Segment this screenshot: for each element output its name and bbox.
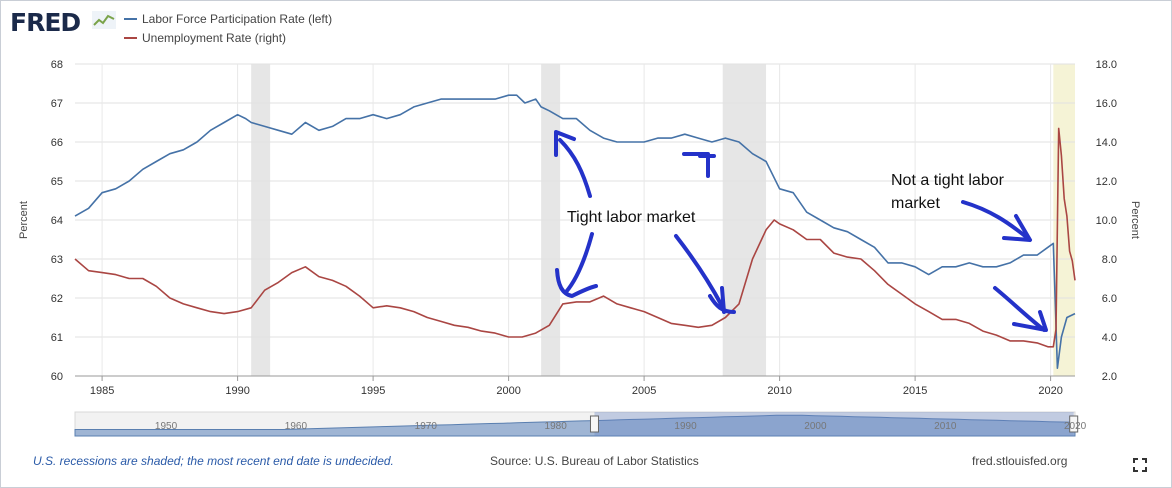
navigator-label: 2000 [804, 421, 827, 432]
y-right-tick-label: 10.0 [1096, 215, 1117, 227]
fred-logo[interactable]: FRED [10, 8, 81, 37]
legend-label-unrate: Unemployment Rate (right) [142, 31, 287, 45]
legend-item-unrate[interactable]: Unemployment Rate (right) [124, 31, 286, 45]
y-right-tick-label: 14.0 [1096, 137, 1117, 149]
fred-logo-chart-icon [92, 11, 116, 29]
y-right-tick-label: 12.0 [1096, 176, 1117, 188]
x-tick-label: 2015 [903, 385, 927, 397]
y-right-tick-label: 18.0 [1096, 59, 1117, 71]
navigator-label: 1990 [674, 421, 697, 432]
x-tick-label: 1995 [361, 385, 385, 397]
y-right-tick-label: 2.0 [1102, 371, 1117, 383]
y-left-tick-label: 61 [51, 332, 63, 344]
y-right-tick-label: 4.0 [1102, 332, 1117, 344]
annotation-not-tight-line2: market [891, 195, 940, 212]
y-left-axis-label: Percent [18, 201, 30, 239]
navigator-label: 1950 [155, 421, 178, 432]
x-tick-label: 2010 [767, 385, 791, 397]
annotation-arrow-6 [993, 286, 1048, 332]
x-tick-label: 1985 [90, 385, 114, 397]
y-right-tick-label: 16.0 [1096, 98, 1117, 110]
series-line-unrate[interactable] [74, 127, 1076, 348]
legend-swatch-unrate [124, 37, 137, 39]
annotation-arrow-2 [555, 232, 598, 298]
navigator-label: 2010 [934, 421, 957, 432]
y-left-tick-label: 60 [51, 371, 63, 383]
y-left-tick-label: 62 [51, 293, 63, 305]
annotation-not-tight-line1: Not a tight labor [891, 172, 1004, 189]
y-left-tick-label: 64 [51, 215, 63, 227]
y-left-tick-label: 67 [51, 98, 63, 110]
fred-url-link[interactable]: fred.stlouisfed.org [972, 454, 1068, 468]
annotation-arrow-1 [554, 130, 592, 198]
navigator-label: 2020 [1064, 421, 1087, 432]
annotation-arrow-3 [682, 152, 716, 178]
recession-note: U.S. recessions are shaded; the most rec… [33, 454, 394, 468]
series-line-lfpr[interactable] [74, 94, 1076, 370]
navigator-label: 1970 [415, 421, 438, 432]
source-text: Source: U.S. Bureau of Labor Statistics [490, 454, 699, 468]
legend-label-lfpr: Labor Force Participation Rate (left) [142, 12, 333, 26]
y-right-axis-label: Percent [1129, 201, 1141, 239]
navigator-handle-left[interactable] [589, 415, 599, 433]
navigator-label: 1980 [545, 421, 568, 432]
y-right-tick-label: 6.0 [1102, 293, 1117, 305]
navigator-label: 1960 [285, 421, 308, 432]
x-tick-label: 1990 [225, 385, 249, 397]
y-left-tick-label: 68 [51, 59, 63, 71]
navigator-selection[interactable] [594, 412, 1074, 436]
annotation-arrow-4 [674, 234, 736, 314]
annotation-tight-labor-market: Tight labor market [567, 209, 696, 226]
legend-swatch-lfpr [124, 18, 137, 20]
x-tick-label: 2000 [496, 385, 520, 397]
annotation-arrow-5 [961, 200, 1032, 242]
x-tick-label: 2005 [632, 385, 656, 397]
legend-item-lfpr[interactable]: Labor Force Participation Rate (left) [124, 12, 332, 26]
y-left-tick-label: 65 [51, 176, 63, 188]
navigator-series [74, 414, 1076, 437]
navigator-handle-right[interactable] [1069, 415, 1079, 433]
x-tick-label: 2020 [1038, 385, 1062, 397]
y-right-tick-label: 8.0 [1102, 254, 1117, 266]
y-left-tick-label: 63 [51, 254, 63, 266]
fullscreen-icon[interactable] [1133, 458, 1147, 472]
y-left-tick-label: 66 [51, 137, 63, 149]
